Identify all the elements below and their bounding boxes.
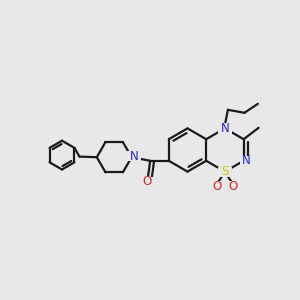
Bar <box>240 156 253 166</box>
Text: N: N <box>242 154 251 167</box>
Text: S: S <box>221 165 229 178</box>
Text: N: N <box>220 122 229 135</box>
Bar <box>128 151 141 161</box>
Bar <box>227 182 240 192</box>
Bar <box>218 123 232 134</box>
Text: O: O <box>142 175 152 188</box>
Bar <box>210 182 223 192</box>
Text: O: O <box>229 180 238 193</box>
Text: N: N <box>130 150 138 163</box>
Bar <box>140 177 154 187</box>
Bar <box>218 167 232 177</box>
Text: O: O <box>212 180 221 193</box>
